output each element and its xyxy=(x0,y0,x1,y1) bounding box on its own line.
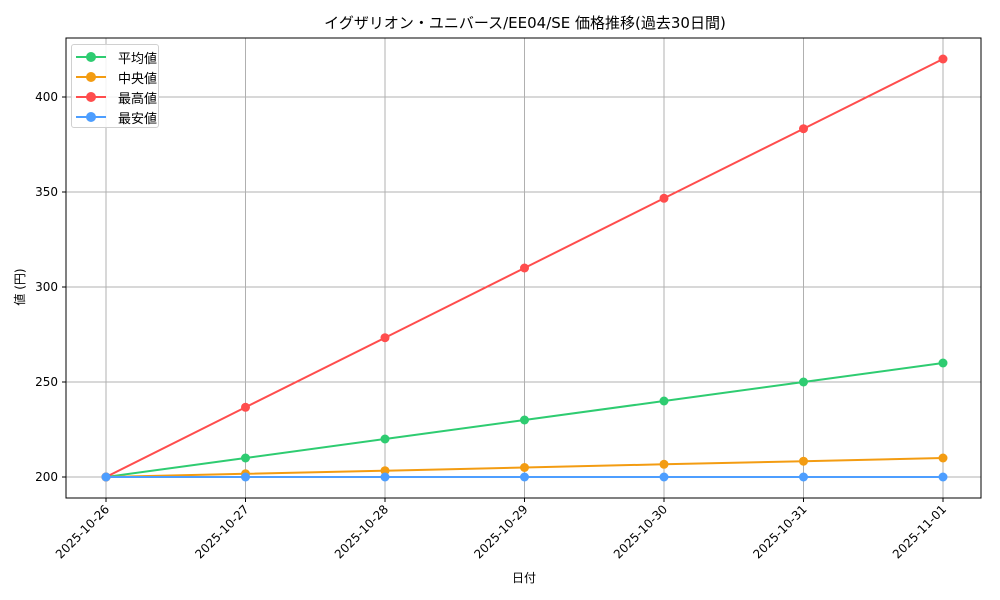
data-point xyxy=(380,434,390,444)
y-tick-label: 250 xyxy=(35,375,58,389)
legend-item: 最安値 xyxy=(76,107,157,127)
data-point xyxy=(101,472,111,482)
data-point xyxy=(799,377,808,387)
data-point xyxy=(938,472,948,482)
legend-label: 平均値 xyxy=(118,51,158,67)
x-tick-label: 2025-10-30 xyxy=(611,502,670,561)
data-point xyxy=(659,459,669,469)
legend-marker-icon xyxy=(76,52,106,62)
y-tick-label: 350 xyxy=(35,185,58,199)
data-point xyxy=(380,333,390,343)
legend-marker-icon xyxy=(76,72,106,82)
x-tick-label: 2025-10-26 xyxy=(53,502,112,561)
legend-label: 最安値 xyxy=(118,111,158,127)
plot-frame xyxy=(65,37,982,499)
data-point xyxy=(520,415,529,425)
data-point xyxy=(380,472,390,482)
data-point xyxy=(799,472,808,482)
data-point xyxy=(938,358,948,368)
data-point xyxy=(520,463,529,472)
data-point xyxy=(659,472,669,482)
x-axis-label: 日付 xyxy=(512,571,536,585)
x-tick-label: 2025-10-28 xyxy=(332,502,391,561)
legend-label: 中央値 xyxy=(118,71,158,87)
data-point xyxy=(520,472,529,482)
data-point xyxy=(799,456,808,466)
data-point xyxy=(659,396,669,406)
data-point xyxy=(659,193,669,203)
y-tick-label: 300 xyxy=(35,280,58,294)
x-tick-label: 2025-11-01 xyxy=(890,502,949,561)
legend-item: 平均値 xyxy=(76,47,157,67)
data-point xyxy=(938,54,948,64)
legend-item: 最高値 xyxy=(76,87,157,107)
data-point xyxy=(241,453,250,463)
data-point xyxy=(799,124,808,134)
y-axis-label: 値 (円) xyxy=(12,268,27,305)
legend-marker-icon xyxy=(76,112,106,122)
legend-marker-icon xyxy=(76,92,106,102)
data-point xyxy=(241,402,250,412)
x-tick-label: 2025-10-31 xyxy=(750,502,809,561)
legend-label: 最高値 xyxy=(118,91,158,107)
chart-title: イグザリオン・ユニバース/EE04/SE 価格推移(過去30日間) xyxy=(324,14,726,32)
legend: 平均値中央値最高値最安値 xyxy=(71,44,159,128)
data-point xyxy=(241,472,250,482)
y-tick-label: 400 xyxy=(35,90,58,104)
data-point xyxy=(520,263,529,273)
x-tick-label: 2025-10-29 xyxy=(471,502,530,561)
legend-item: 中央値 xyxy=(76,67,157,87)
x-tick-label: 2025-10-27 xyxy=(192,502,251,561)
y-tick-label: 200 xyxy=(35,470,58,484)
data-point xyxy=(380,466,390,476)
data-point xyxy=(938,453,948,463)
